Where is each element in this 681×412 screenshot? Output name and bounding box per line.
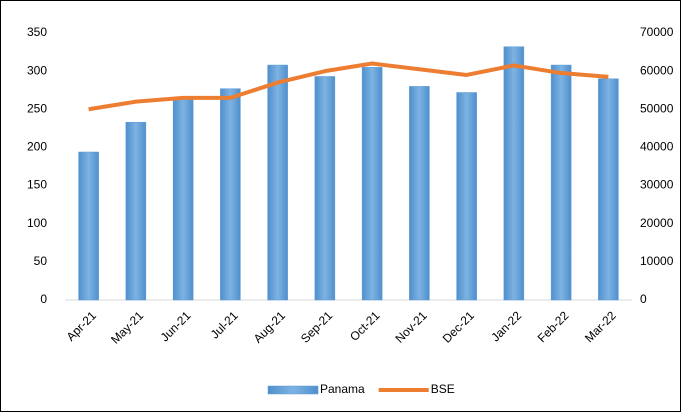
legend-swatch [267,385,319,395]
y-tick-label: 300 [27,63,47,77]
bar [503,46,525,301]
bar [172,99,194,301]
y-tick-label: 250 [27,101,47,115]
bar [598,78,619,301]
bar [361,67,383,301]
bar [220,88,241,301]
bar [78,151,99,301]
y2-tick-label: 70000 [640,25,674,39]
y2-tick-label: 10000 [640,254,674,268]
y2-tick-label: 0 [640,292,647,306]
y-tick-label: 350 [27,25,47,39]
legend-label: BSE [431,382,455,396]
y-tick-label: 200 [27,140,47,154]
y-tick-label: 100 [27,216,47,230]
bar [550,64,572,301]
bar [125,122,147,301]
bar [267,64,288,301]
bar [456,92,477,301]
bar [314,76,336,301]
y2-tick-label: 60000 [640,63,674,77]
line [88,61,609,112]
y-tick-label: 150 [27,178,47,192]
y2-tick-label: 40000 [640,140,674,154]
bar [409,86,430,301]
y-tick-label: 50 [34,254,48,268]
y-tick-label: 0 [40,292,47,306]
legend-label: Panama [320,382,365,396]
y2-tick-label: 30000 [640,178,674,192]
y2-tick-label: 20000 [640,216,674,230]
y2-tick-label: 50000 [640,101,674,115]
